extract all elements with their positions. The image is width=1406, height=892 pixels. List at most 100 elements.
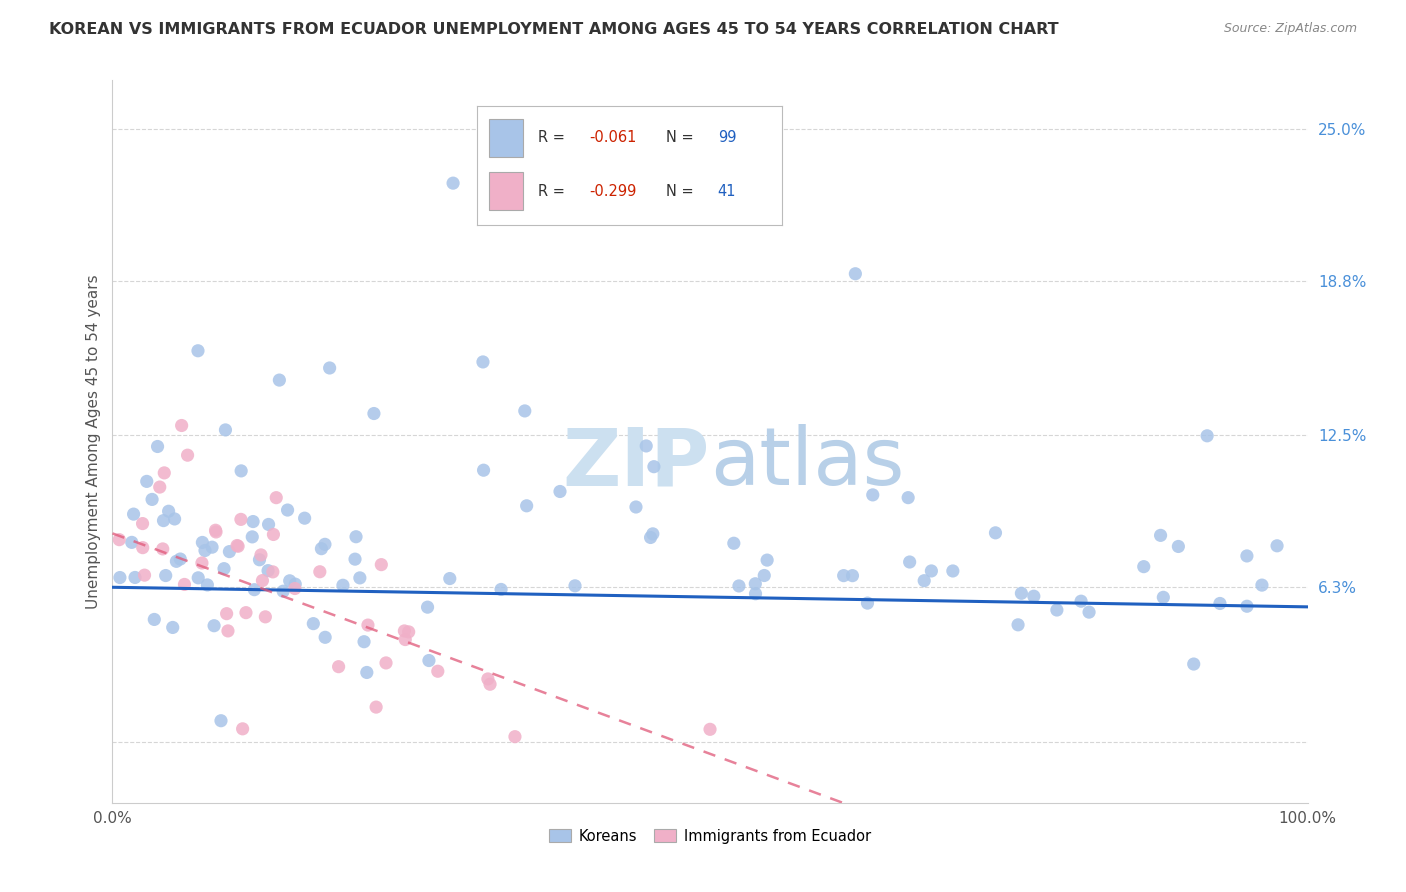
- Point: [165, 554, 187, 568]
- Point: [744, 587, 766, 601]
- Point: [314, 537, 336, 551]
- Point: [1007, 617, 1029, 632]
- Point: [235, 606, 257, 620]
- Point: [212, 561, 235, 575]
- Point: [132, 541, 155, 555]
- Point: [984, 525, 1007, 540]
- Point: [1182, 657, 1205, 671]
- Point: [162, 620, 184, 634]
- Point: [232, 722, 254, 736]
- Point: [1236, 549, 1258, 563]
- Point: [472, 463, 495, 477]
- Legend: Koreans, Immigrants from Ecuador: Koreans, Immigrants from Ecuador: [544, 823, 876, 850]
- Point: [264, 491, 287, 505]
- Point: [240, 530, 263, 544]
- Point: [262, 527, 284, 541]
- Point: [416, 600, 439, 615]
- Point: [1149, 528, 1171, 542]
- Point: [243, 582, 266, 597]
- Point: [157, 504, 180, 518]
- Point: [318, 361, 340, 376]
- Point: [169, 552, 191, 566]
- Point: [187, 571, 209, 585]
- Point: [479, 677, 502, 691]
- Point: [217, 624, 239, 638]
- Point: [356, 665, 378, 680]
- Point: [394, 624, 416, 638]
- Point: [153, 466, 176, 480]
- Point: [134, 568, 156, 582]
- Point: [912, 574, 935, 588]
- Point: [1236, 599, 1258, 614]
- Point: [254, 610, 277, 624]
- Point: [155, 568, 177, 582]
- Point: [636, 439, 658, 453]
- Point: [218, 544, 240, 558]
- Point: [344, 552, 367, 566]
- Point: [284, 582, 307, 596]
- Point: [844, 267, 866, 281]
- Point: [278, 574, 301, 588]
- Point: [108, 570, 131, 584]
- Point: [699, 723, 721, 737]
- Point: [257, 564, 280, 578]
- Point: [832, 568, 855, 582]
- Point: [249, 553, 271, 567]
- Point: [231, 464, 253, 478]
- Point: [332, 578, 354, 592]
- Point: [1209, 597, 1232, 611]
- Point: [472, 355, 495, 369]
- Point: [163, 512, 186, 526]
- Point: [250, 548, 273, 562]
- Point: [898, 555, 921, 569]
- Point: [214, 423, 236, 437]
- Point: [1022, 589, 1045, 603]
- Point: [920, 564, 942, 578]
- Point: [723, 536, 745, 550]
- Point: [344, 530, 367, 544]
- Point: [176, 448, 198, 462]
- Point: [624, 500, 647, 514]
- Point: [328, 659, 350, 673]
- Point: [215, 607, 238, 621]
- Point: [1265, 539, 1288, 553]
- Point: [294, 511, 316, 525]
- Point: [149, 480, 172, 494]
- Point: [418, 654, 440, 668]
- Point: [146, 440, 169, 454]
- Point: [441, 176, 464, 190]
- Text: ZIP: ZIP: [562, 425, 710, 502]
- Point: [1197, 429, 1219, 443]
- Point: [173, 577, 195, 591]
- Point: [841, 568, 863, 582]
- Point: [277, 503, 299, 517]
- Point: [856, 596, 879, 610]
- Point: [439, 572, 461, 586]
- Point: [643, 459, 665, 474]
- Point: [122, 507, 145, 521]
- Point: [229, 512, 252, 526]
- Point: [271, 584, 294, 599]
- Point: [152, 541, 174, 556]
- Point: [489, 582, 512, 597]
- Point: [269, 373, 291, 387]
- Point: [897, 491, 920, 505]
- Y-axis label: Unemployment Among Ages 45 to 54 years: Unemployment Among Ages 45 to 54 years: [86, 274, 101, 609]
- Point: [503, 730, 526, 744]
- Point: [477, 672, 499, 686]
- Point: [1251, 578, 1274, 592]
- Point: [131, 516, 153, 531]
- Point: [135, 475, 157, 489]
- Point: [191, 556, 214, 570]
- Point: [1070, 594, 1092, 608]
- Point: [1046, 603, 1069, 617]
- Point: [311, 541, 333, 556]
- Point: [357, 618, 380, 632]
- Point: [252, 574, 274, 588]
- Point: [1167, 540, 1189, 554]
- Point: [108, 533, 131, 547]
- Point: [124, 570, 146, 584]
- Point: [564, 579, 586, 593]
- Point: [1010, 586, 1032, 600]
- Point: [194, 543, 217, 558]
